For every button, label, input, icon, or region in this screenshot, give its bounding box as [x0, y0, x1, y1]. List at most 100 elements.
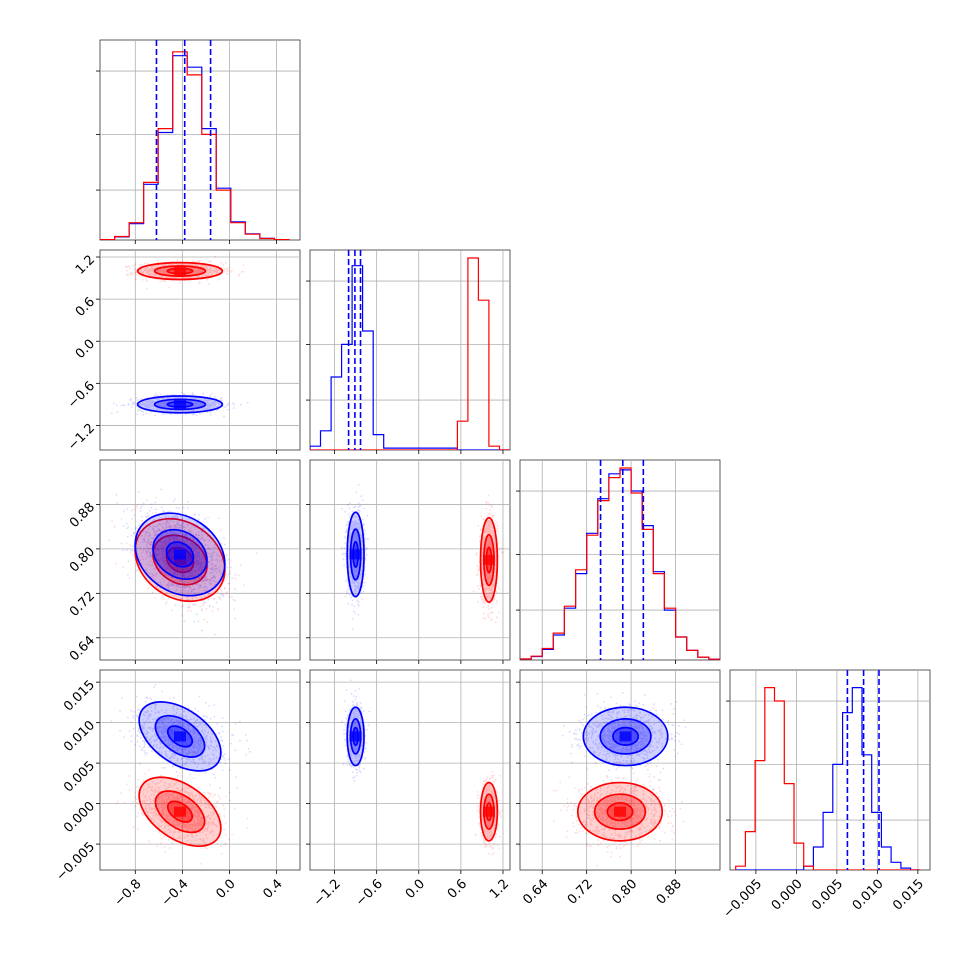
- scatter-point: [183, 574, 186, 577]
- scatter-point: [183, 567, 185, 570]
- scatter-point: [489, 596, 492, 599]
- scatter-point: [167, 410, 170, 412]
- scatter-point: [234, 599, 236, 602]
- scatter-point: [193, 268, 195, 270]
- scatter-point: [171, 535, 174, 537]
- scatter-point: [184, 540, 187, 542]
- scatter-point: [187, 501, 189, 503]
- scatter-point: [171, 584, 174, 586]
- scatter-point: [183, 276, 186, 279]
- scatter-point: [146, 401, 148, 404]
- scatter-point: [196, 541, 199, 544]
- scatter-point: [171, 573, 174, 575]
- scatter-point: [175, 589, 177, 592]
- scatter-point: [194, 270, 197, 272]
- scatter-point: [182, 604, 185, 607]
- scatter-point: [192, 571, 195, 573]
- scatter-point: [159, 556, 162, 559]
- scatter-point: [231, 577, 234, 579]
- scatter-point: [488, 537, 491, 540]
- scatter-point: [163, 264, 166, 267]
- scatter-point: [208, 539, 210, 542]
- scatter-point: [167, 574, 170, 577]
- scatter-point: [482, 576, 485, 578]
- scatter-point: [490, 543, 493, 546]
- scatter-point: [169, 550, 172, 553]
- scatter-point: [185, 567, 187, 570]
- scatter-point: [193, 546, 196, 549]
- scatter-point: [165, 544, 168, 547]
- scatter-point: [223, 267, 226, 270]
- scatter-point: [200, 580, 203, 583]
- scatter-point: [223, 543, 226, 546]
- scatter-point: [173, 571, 175, 574]
- scatter-point: [191, 264, 194, 267]
- scatter-point: [162, 272, 165, 275]
- scatter-point: [215, 571, 218, 574]
- scatter-point: [223, 270, 226, 272]
- scatter-point: [485, 507, 488, 510]
- scatter-point: [198, 557, 201, 560]
- scatter-point: [196, 525, 198, 528]
- scatter-point: [174, 498, 176, 501]
- scatter-point: [127, 404, 130, 406]
- diag-panel-2: [516, 459, 721, 664]
- scatter-point: [145, 269, 148, 272]
- scatter-point: [127, 574, 129, 576]
- scatter-point: [194, 569, 197, 572]
- scatter-point: [344, 510, 346, 513]
- scatter-point: [185, 556, 188, 559]
- scatter-point: [154, 265, 157, 268]
- scatter-point: [222, 405, 225, 408]
- scatter-point: [206, 411, 208, 414]
- scatter-point: [491, 547, 493, 550]
- scatter-point: [186, 556, 189, 559]
- scatter-point: [203, 618, 206, 621]
- scatter-point: [177, 539, 180, 542]
- scatter-point: [191, 400, 193, 403]
- scatter-point: [157, 537, 159, 540]
- scatter-point: [127, 560, 130, 563]
- scatter-point: [111, 519, 113, 522]
- scatter-point: [487, 531, 490, 534]
- scatter-point: [176, 585, 179, 587]
- scatter-point: [201, 269, 204, 272]
- scatter-point: [489, 602, 492, 605]
- scatter-point: [179, 526, 182, 529]
- scatter-point: [203, 596, 206, 598]
- scatter-point: [149, 403, 152, 405]
- scatter-point: [158, 552, 161, 555]
- scatter-point: [169, 526, 172, 529]
- scatter-point: [212, 580, 215, 582]
- scatter-point: [166, 397, 169, 400]
- scatter-point: [486, 539, 489, 542]
- scatter-point: [152, 408, 155, 411]
- scatter-point: [160, 536, 162, 539]
- scatter-point: [198, 577, 200, 580]
- scatter-point: [154, 597, 156, 599]
- scatter-point: [188, 529, 191, 531]
- scatter-point: [190, 273, 193, 275]
- scatter-point: [186, 263, 188, 266]
- scatter-point: [481, 563, 483, 566]
- scatter-point: [359, 526, 361, 529]
- scatter-point: [193, 539, 195, 542]
- scatter-point: [162, 268, 165, 271]
- scatter-point: [151, 267, 153, 269]
- scatter-point: [148, 402, 151, 404]
- scatter-point: [208, 567, 211, 570]
- scatter-point: [183, 589, 185, 592]
- scatter-point: [246, 401, 249, 404]
- scatter-point: [169, 571, 172, 574]
- scatter-point: [485, 544, 488, 547]
- scatter-point: [170, 545, 172, 548]
- scatter-point: [209, 268, 211, 271]
- scatter-point: [193, 588, 196, 591]
- scatter-point: [212, 580, 215, 582]
- scatter-point: [194, 267, 197, 270]
- scatter-point: [179, 572, 181, 575]
- scatter-point: [164, 550, 167, 553]
- scatter-point: [228, 582, 231, 585]
- scatter-point: [209, 403, 212, 406]
- scatter-point: [149, 551, 152, 554]
